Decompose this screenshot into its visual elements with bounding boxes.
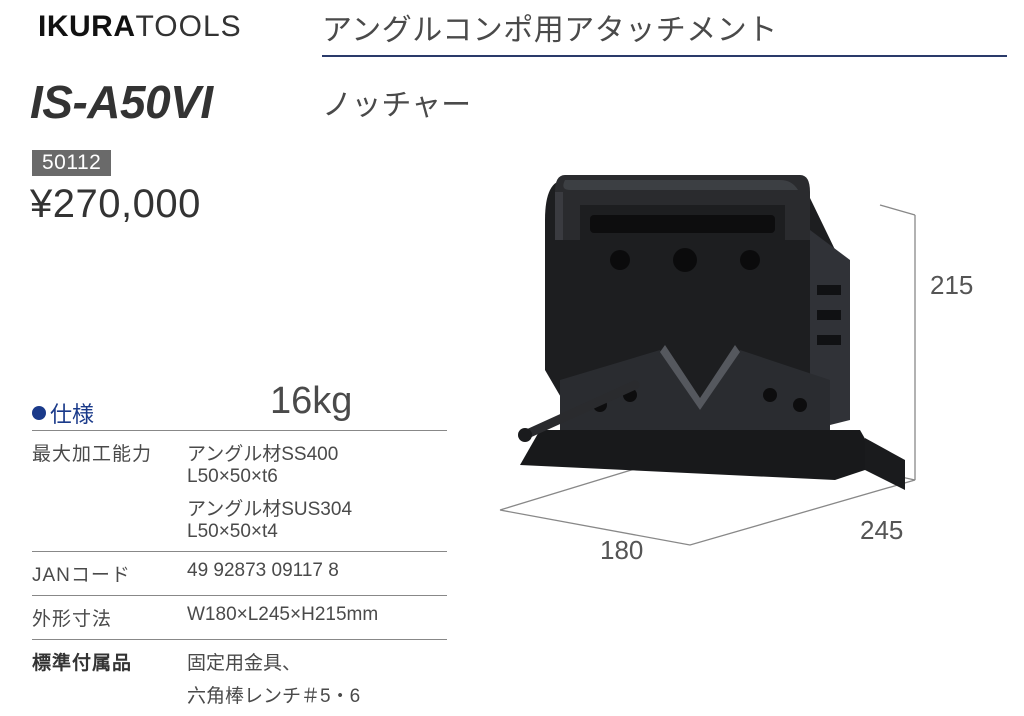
spec-value: W180×L245×H215mm bbox=[187, 596, 447, 639]
spec-value: 49 92873 09117 8 bbox=[187, 552, 447, 595]
tool-svg bbox=[470, 120, 990, 550]
dim-width: 180 bbox=[600, 535, 643, 566]
spec-label: 最大加工能力 bbox=[32, 431, 187, 551]
dim-height: 215 bbox=[930, 270, 973, 301]
spec-header: 仕様 bbox=[32, 397, 94, 429]
spec-table: 最大加工能力 アングル材SS400 L50×50×t6 アングル材SUS304 … bbox=[32, 430, 447, 716]
weight: 16kg bbox=[270, 380, 352, 423]
spec-label: JANコード bbox=[32, 552, 187, 595]
table-row: JANコード 49 92873 09117 8 bbox=[32, 552, 447, 596]
divider-rule bbox=[322, 55, 1007, 57]
brand-logo: IKURATOOLS bbox=[38, 10, 242, 44]
product-code-badge: 50112 bbox=[32, 150, 111, 176]
spec-value: 固定用金具、 六角棒レンチ＃5・6 bbox=[187, 640, 447, 716]
brand-strong: IKURA bbox=[38, 10, 136, 43]
table-row: 最大加工能力 アングル材SS400 L50×50×t6 アングル材SUS304 … bbox=[32, 431, 447, 552]
model-number: IS-A50VI bbox=[30, 75, 213, 129]
product-subtype: ノッチャー bbox=[322, 80, 471, 124]
spec-label: 外形寸法 bbox=[32, 596, 187, 639]
bullet-icon bbox=[32, 406, 46, 420]
price: ¥270,000 bbox=[30, 182, 201, 227]
product-illustration: 215 180 245 bbox=[470, 120, 990, 540]
product-category: アングルコンポ用アタッチメント bbox=[322, 5, 778, 49]
spec-value: アングル材SS400 L50×50×t6 アングル材SUS304 L50×50×… bbox=[187, 431, 447, 551]
table-row: 外形寸法 W180×L245×H215mm bbox=[32, 596, 447, 640]
spec-header-label: 仕様 bbox=[50, 397, 94, 429]
table-row: 標準付属品 固定用金具、 六角棒レンチ＃5・6 bbox=[32, 640, 447, 716]
spec-label: 標準付属品 bbox=[32, 640, 187, 716]
brand-light: TOOLS bbox=[136, 10, 242, 43]
dim-depth: 245 bbox=[860, 515, 903, 546]
